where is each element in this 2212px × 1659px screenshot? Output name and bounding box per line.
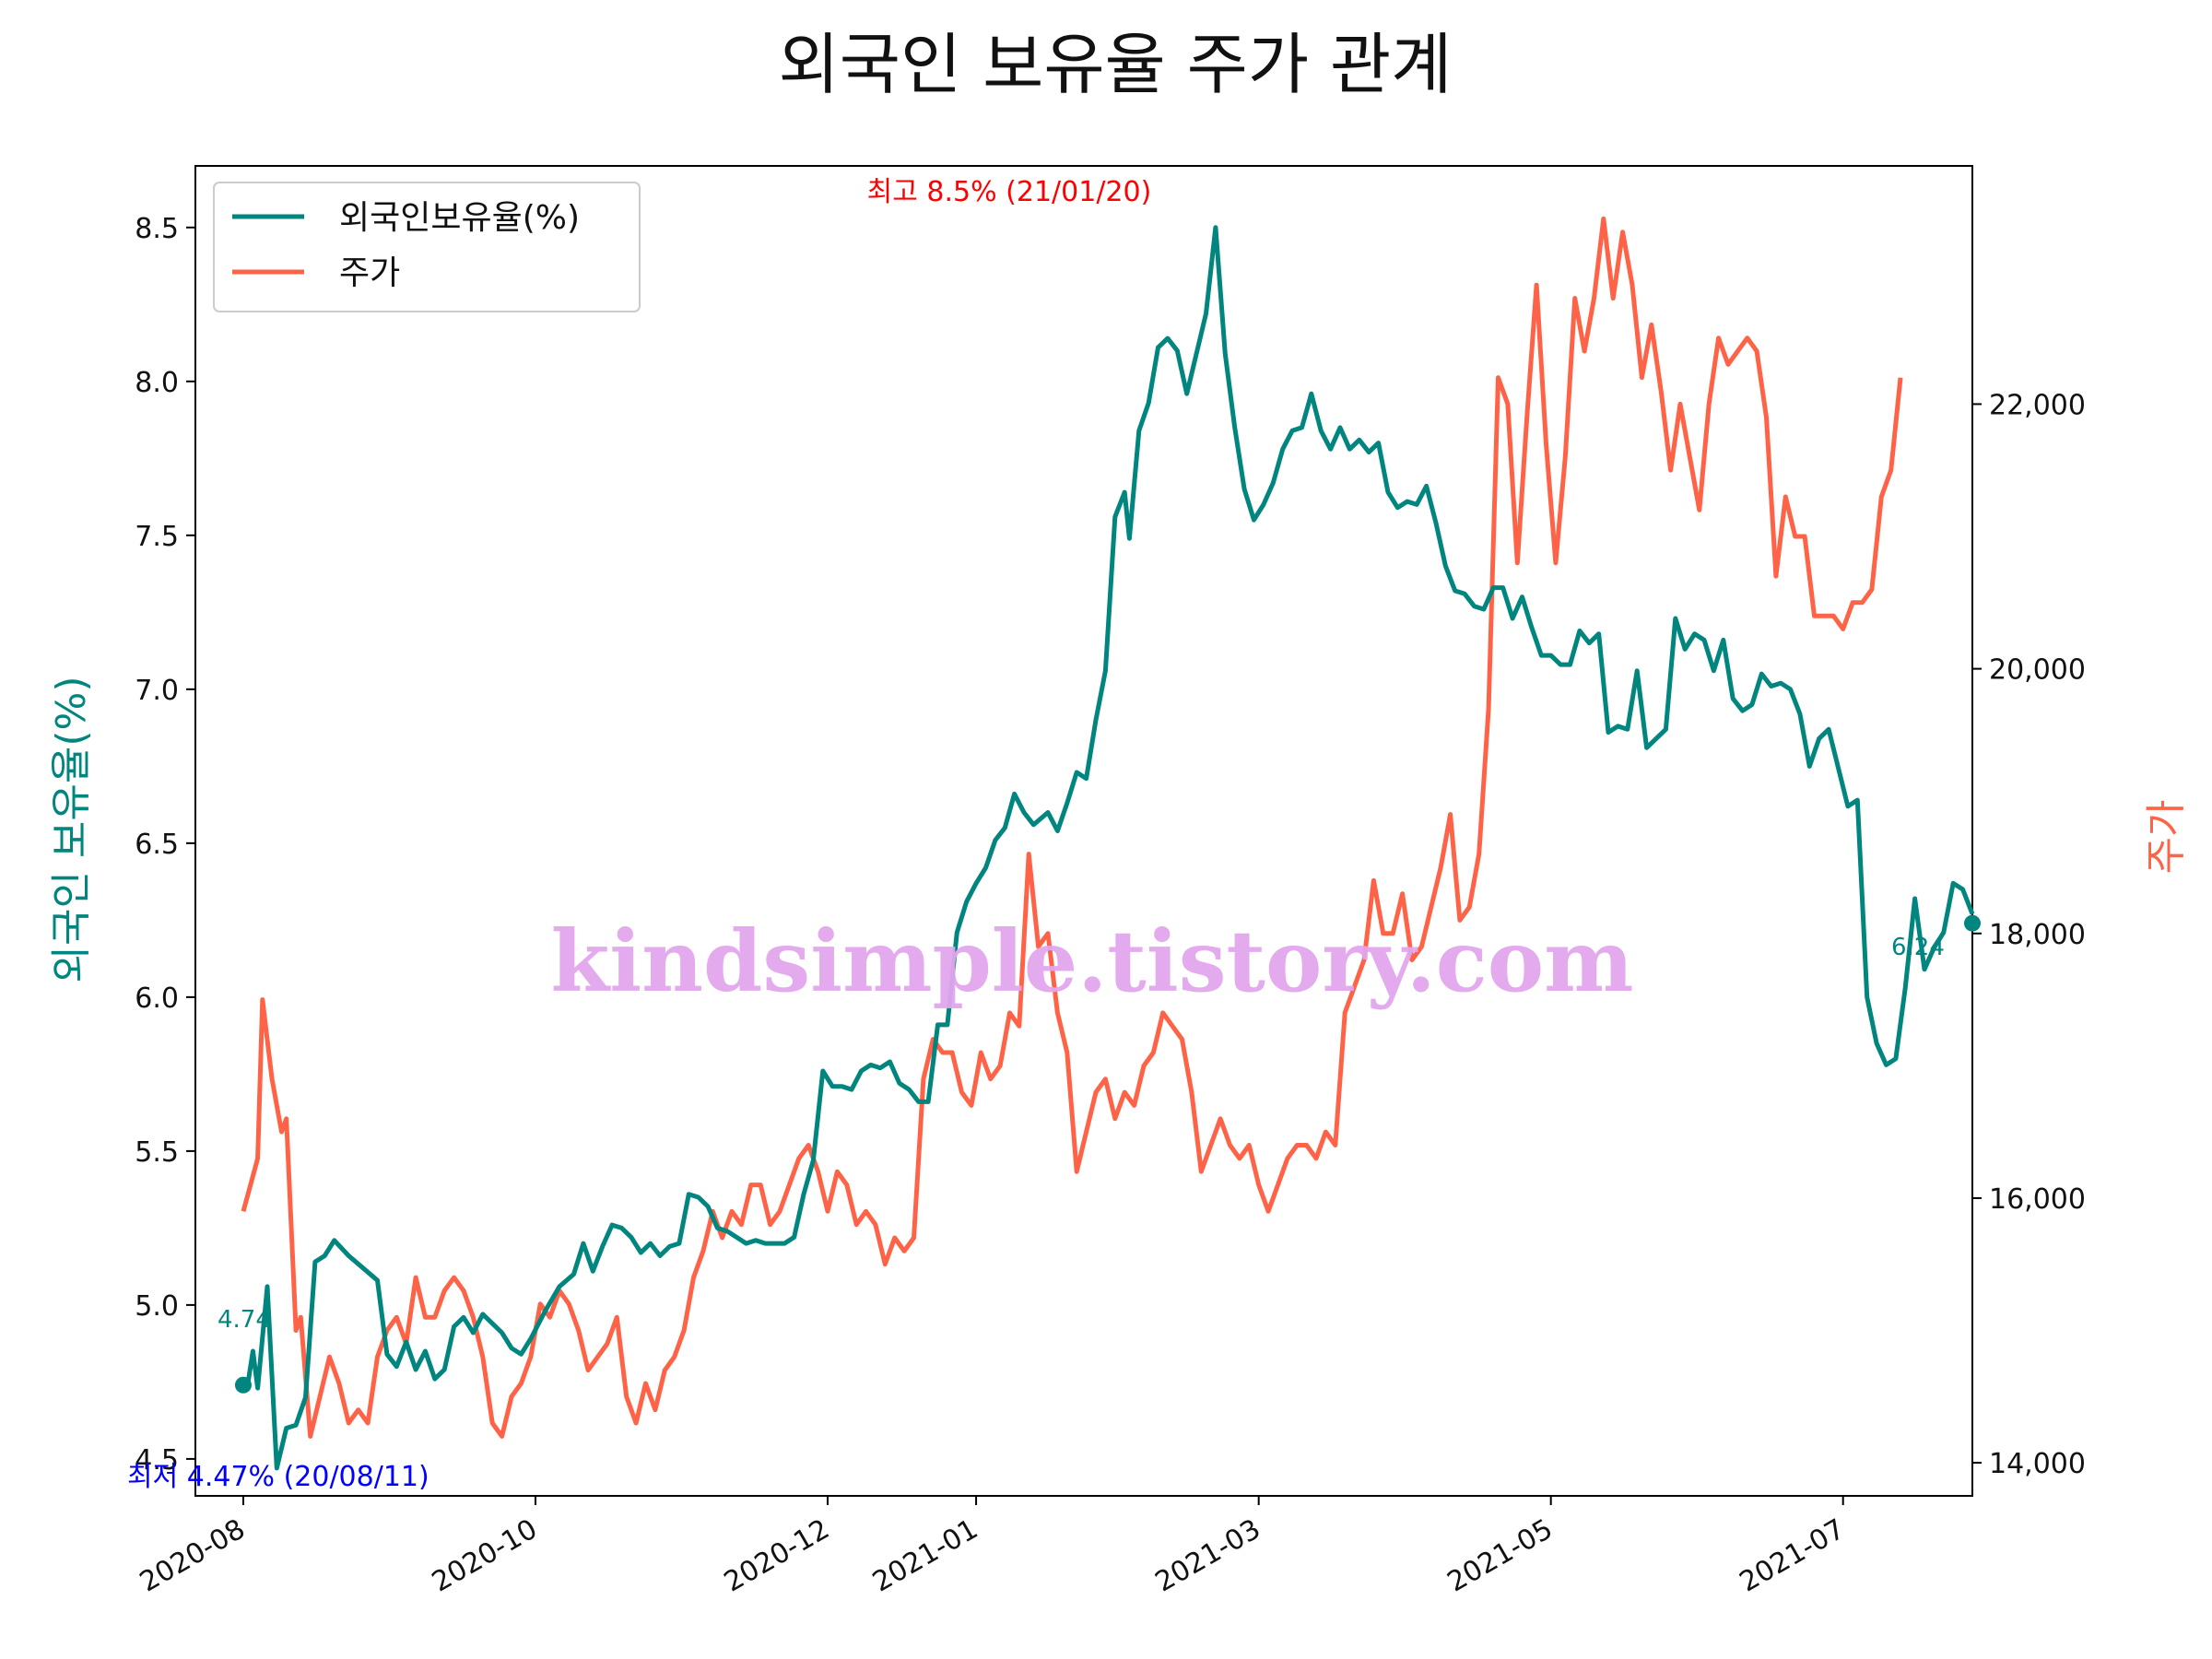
left-tick-label: 4.5 [135, 1444, 179, 1477]
series-line-price [241, 216, 1903, 1439]
left-tick-label: 6.5 [135, 829, 179, 861]
right-tick-label: 20,000 [1989, 654, 2086, 687]
legend-box [213, 182, 641, 312]
watermark-text: kindsimple.tistory.com [550, 912, 1633, 1011]
right-y-axis: 14,000 16,000 18,000 20,000 22,000 [1972, 389, 2086, 1480]
x-tick-label: 2020-08 [135, 1513, 251, 1599]
right-axis-title: 주가 [2143, 800, 2190, 875]
x-tick-label: 2020-10 [427, 1513, 543, 1599]
x-tick-label: 2021-01 [867, 1513, 983, 1599]
series-layer [234, 216, 1981, 1471]
legend: 외국인보유율(%) 주가 [213, 182, 641, 312]
end-point-marker [1964, 914, 1981, 932]
series-line-foreign-ownership [241, 225, 1975, 1471]
left-tick-label: 7.0 [135, 675, 179, 707]
start-point-marker [234, 1376, 252, 1394]
x-tick-label: 2021-05 [1442, 1513, 1559, 1599]
right-tick-label: 16,000 [1989, 1183, 2086, 1216]
max-annotation: 최고 8.5% (21/01/20) [867, 176, 1152, 208]
left-tick-label: 6.0 [135, 982, 179, 1015]
x-tick-label: 2021-07 [1735, 1513, 1851, 1599]
left-tick-label: 8.5 [135, 213, 179, 245]
x-tick-label: 2020-12 [719, 1513, 835, 1599]
end-value-label: 6.24 [1891, 934, 1945, 961]
left-tick-label: 5.5 [135, 1136, 179, 1169]
start-value-label: 4.74 [218, 1306, 271, 1334]
legend-label-price: 주가 [339, 254, 400, 292]
min-annotation: 최저 4.47% (20/08/11) [127, 1461, 429, 1493]
right-tick-label: 14,000 [1989, 1448, 2086, 1480]
right-tick-label: 22,000 [1989, 389, 2086, 421]
right-tick-label: 18,000 [1989, 919, 2086, 951]
left-axis-title: 외국인 보유율(%) [48, 676, 95, 982]
left-tick-label: 8.0 [135, 367, 179, 399]
legend-label-foreign-ownership: 외국인보유율(%) [339, 199, 580, 237]
plot-area-frame [194, 165, 1973, 1497]
x-axis: 2020-08 2020-10 2020-12 2021-01 2021-03 2021-… [135, 1496, 1851, 1599]
left-y-axis: 4.5 5.0 5.5 6.0 6.5 7.0 7.5 8.0 8.5 [135, 213, 195, 1477]
left-tick-label: 7.5 [135, 521, 179, 553]
chart-title: 외국인 보유율 주가 관계 [778, 26, 1452, 103]
left-tick-label: 5.0 [135, 1290, 179, 1323]
x-tick-label: 2021-03 [1150, 1513, 1266, 1599]
